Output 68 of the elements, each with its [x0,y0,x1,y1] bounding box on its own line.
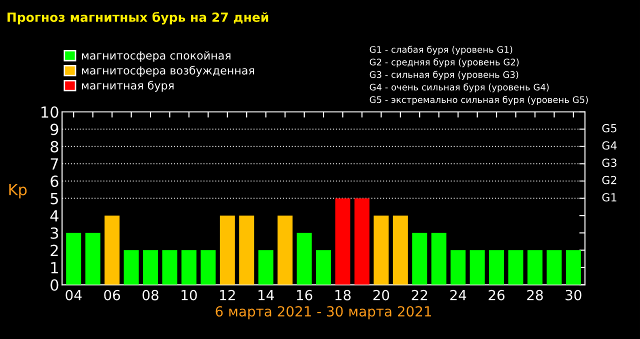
ref-line-label: G3 [602,158,616,167]
bar [143,250,158,285]
bar [162,250,178,285]
x-tick-label: 16 [296,290,312,300]
y-tick-label: 7 [50,158,58,170]
bar [316,250,332,285]
y-tick-label: 3 [50,227,58,239]
x-tick-label: 12 [220,290,235,300]
y-tick-label: 0 [50,279,58,291]
bar [566,250,581,285]
legend-label: магнитосфера возбужденная [82,66,254,77]
x-tick-label: 30 [566,290,582,300]
bar [66,232,82,285]
legend-label: магнитосфера спокойная [82,51,230,62]
bar [258,250,274,285]
bar [220,216,235,285]
y-tick-label: 6 [50,175,58,188]
ref-line-label: G1 [602,193,616,202]
bar [431,232,446,285]
ref-line-label: G4 [602,141,617,150]
x-tick-label: 22 [412,290,428,300]
x-tick-label: 20 [373,290,390,300]
x-tick-label: 06 [104,290,120,300]
bar [546,250,562,285]
legend-label: магнитная буря [82,80,174,92]
x-tick-label: 08 [142,290,158,300]
bar [354,198,370,285]
text: G2 - средняя буря (уровень G2) [370,58,519,68]
y-tick-label: 2 [50,244,58,256]
x-tick-label: 28 [527,290,543,300]
bar [124,250,139,285]
x-tick-label: 26 [488,290,504,300]
bar [278,216,293,285]
text: G4 - очень сильная буря (уровень G4) [370,83,549,92]
text: G1 - слабая буря (уровень G1) [370,46,512,55]
bar [104,216,120,285]
text: G3 - сильная буря (уровень G3) [370,70,518,80]
x-tick-label: 14 [258,290,274,300]
bar [470,250,485,285]
y-tick-label: 5 [50,192,58,204]
chart-title: Прогноз магнитных бурь на 27 дней [8,12,268,24]
x-tick-label: 04 [66,290,82,300]
bar [85,232,100,285]
x-axis-title: 6 марта 2021 - 30 марта 2021 [216,306,431,320]
bar [527,250,542,285]
y-axis-title: Kp [9,184,27,198]
x-tick-label: 10 [182,290,197,300]
bar [200,250,216,285]
x-tick-label: 18 [335,290,351,300]
ref-line-label: G5 [602,124,616,132]
y-tick-label: 1 [51,262,58,274]
ref-line-label: G2 [602,176,616,184]
bar [508,250,524,285]
y-tick-label: 8 [50,140,58,152]
bar [239,216,254,285]
text: G5 - экстремально сильная буря (уровень G5) [370,96,588,105]
bar [181,250,196,285]
bar [296,232,312,285]
bar [392,216,408,285]
y-tick-label: 4 [50,210,58,222]
bar [450,250,466,285]
bar [374,216,389,285]
bar [489,250,504,285]
bar [412,232,428,285]
y-tick-label: 9 [50,124,58,136]
x-tick-label: 24 [450,290,466,300]
bar [335,198,350,285]
y-tick-label: 10 [42,106,58,118]
